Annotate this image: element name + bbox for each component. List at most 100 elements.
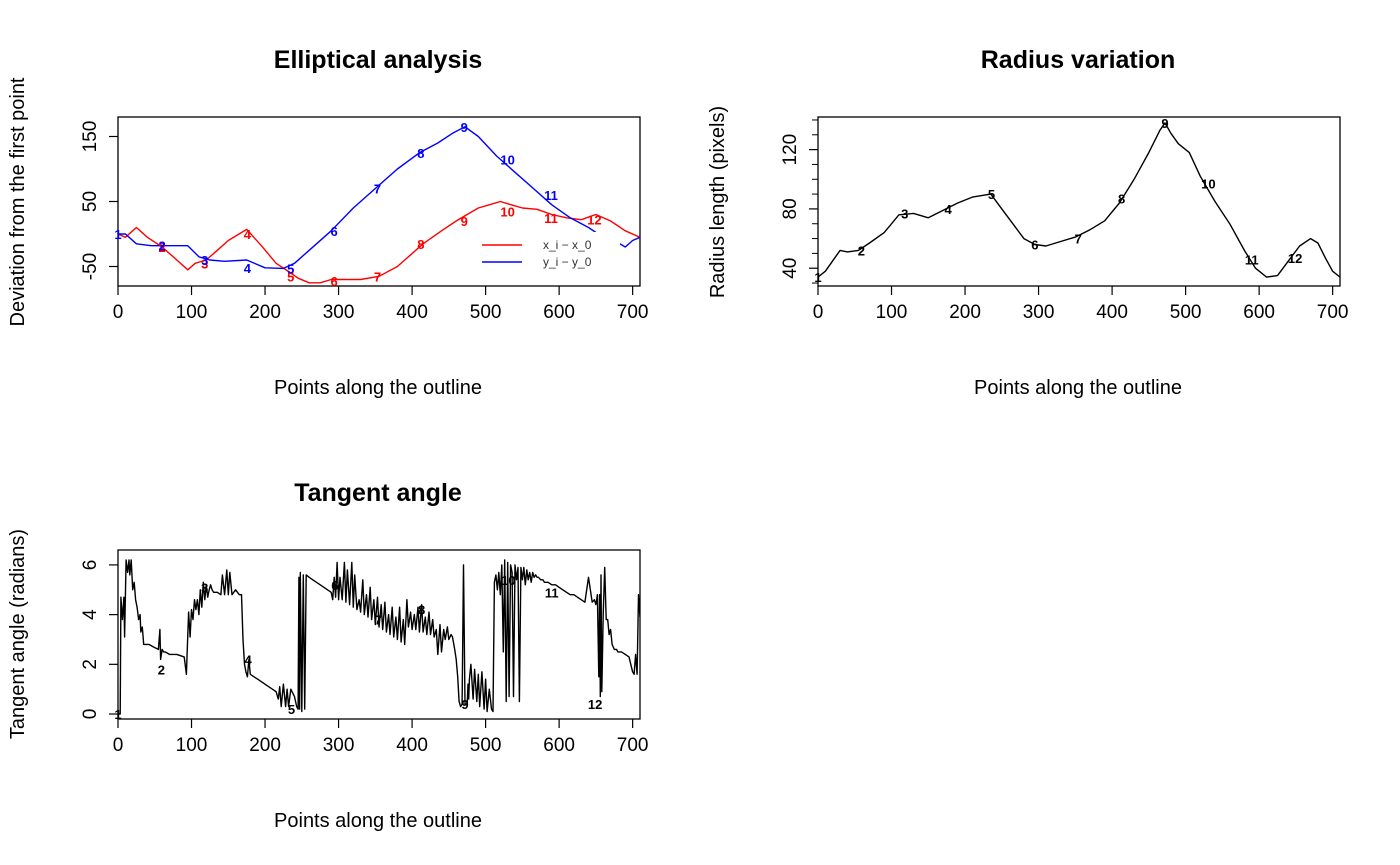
radius-x-tick-label: 600 (1243, 302, 1275, 323)
elliptical-ylabel: Deviation from the first point (7, 77, 29, 326)
radius-title: Radius variation (981, 46, 1176, 74)
elliptical-title: Elliptical analysis (274, 46, 482, 74)
legend-box (470, 232, 620, 272)
tangent-y-tick-label: 6 (80, 560, 101, 571)
elliptical-marker-label: 1 (114, 227, 121, 242)
radius-marker-label: 6 (1031, 237, 1038, 252)
radius-x-tick-label: 300 (1023, 302, 1055, 323)
elliptical-x-tick-label: 400 (396, 302, 428, 323)
elliptical-marker-label: 6 (331, 224, 338, 239)
radius-marker-label: 9 (1161, 116, 1168, 131)
tangent-marker-label: 7 (375, 613, 382, 628)
radius-marker-label: 11 (1245, 252, 1259, 267)
elliptical-marker-label: 8 (417, 146, 424, 161)
legend-y-label: y_i − y_0 (543, 255, 592, 269)
elliptical-series-1-line (118, 126, 640, 270)
tangent-y-tick-label: 4 (80, 609, 101, 620)
radius-y-tick-label: 120 (780, 134, 801, 166)
elliptical-marker-label: 5 (287, 269, 294, 284)
radius-x-tick-label: 500 (1170, 302, 1202, 323)
radius-marker-label: 8 (1118, 192, 1125, 207)
tangent-plot-frame (117, 549, 641, 720)
elliptical-marker-label: 4 (244, 227, 252, 242)
radius-x-tick-label: 200 (949, 302, 981, 323)
legend-entry-x: x_i − x_0 (543, 238, 592, 252)
elliptical-marker-label: 10 (500, 152, 514, 167)
tangent-marker-label: 9 (461, 697, 468, 712)
elliptical-marker-label: 4 (244, 261, 252, 276)
tangent-angle-panel: Tangent angle Points along the outline T… (7, 479, 648, 832)
radius-marker-label: 12 (1288, 251, 1302, 266)
tangent-y-tick-label: 2 (80, 659, 101, 670)
tangent-marker-label: 10 (501, 573, 515, 588)
radius-x-tick-label: 0 (813, 302, 824, 323)
elliptical-marker-label: 12 (587, 213, 601, 228)
tangent-x-tick-label: 700 (617, 735, 649, 756)
elliptical-marker-label: 3 (201, 256, 208, 271)
elliptical-x-tick-label: 200 (249, 302, 281, 323)
radius-y-tick-label: 80 (780, 198, 801, 219)
elliptical-marker-label: 11 (544, 211, 558, 226)
elliptical-marker-label: 11 (544, 188, 558, 203)
elliptical-x-tick-label: 100 (176, 302, 208, 323)
elliptical-x-tick-label: 300 (323, 302, 355, 323)
tangent-marker-label: 11 (545, 585, 559, 600)
tangent-x-tick-label: 500 (470, 735, 502, 756)
radius-marker-label: 10 (1201, 177, 1215, 192)
radius-marker-label: 1 (814, 270, 821, 285)
radius-x-tick-label: 700 (1317, 302, 1349, 323)
tangent-x-tick-label: 300 (323, 735, 355, 756)
elliptical-x-tick-label: 700 (617, 302, 649, 323)
tangent-marker-label: 5 (288, 702, 295, 717)
elliptical-marker-label: 9 (461, 120, 468, 135)
tangent-x-tick-label: 100 (176, 735, 208, 756)
radius-xlabel: Points along the outline (974, 377, 1182, 399)
elliptical-marker-label: 2 (158, 240, 165, 255)
elliptical-x-tick-label: 500 (470, 302, 502, 323)
radius-series-0-line (818, 122, 1340, 278)
radius-ylabel: Radius length (pixels) (707, 106, 729, 298)
elliptical-y-tick-label: 50 (80, 191, 101, 212)
tangent-marker-label: 1 (114, 707, 121, 722)
elliptical-marker-label: 5 (287, 261, 294, 276)
elliptical-marker-label: 2 (158, 239, 165, 254)
radius-marker-label: 7 (1075, 232, 1082, 247)
elliptical-x-tick-label: 600 (543, 302, 575, 323)
elliptical-y-tick-label: 150 (80, 121, 101, 153)
radius-x-tick-label: 100 (876, 302, 908, 323)
tangent-marker-label: 8 (418, 603, 425, 618)
tangent-x-tick-label: 0 (113, 735, 124, 756)
tangent-title: Tangent angle (294, 479, 462, 507)
elliptical-marker-label: 7 (374, 269, 381, 284)
tangent-x-tick-label: 400 (396, 735, 428, 756)
radius-marker-label: 4 (945, 202, 953, 217)
tangent-marker-label: 12 (588, 697, 602, 712)
elliptical-marker-label: 6 (331, 274, 338, 289)
radius-marker-label: 3 (901, 206, 908, 221)
tangent-x-tick-label: 200 (249, 735, 281, 756)
radius-variation-panel: Radius variation Points along the outlin… (707, 46, 1348, 399)
elliptical-x-tick-label: 0 (113, 302, 124, 323)
tangent-marker-label: 4 (245, 652, 253, 667)
elliptical-marker-label: 8 (417, 237, 424, 252)
tangent-marker-label: 6 (331, 578, 338, 593)
legend-entry-y: y_i − y_0 (543, 255, 592, 269)
radius-marker-label: 5 (988, 187, 995, 202)
elliptical-series-0-line (118, 200, 640, 284)
radius-y-tick-label: 40 (780, 258, 801, 279)
legend-x-label: x_i − x_0 (543, 238, 592, 252)
radius-x-tick-label: 400 (1096, 302, 1128, 323)
elliptical-xlabel: Points along the outline (274, 377, 482, 399)
tangent-ylabel: Tangent angle (radians) (7, 529, 29, 739)
elliptical-marker-label: 3 (201, 253, 208, 268)
elliptical-legend: x_i − x_0 y_i − y_0 (470, 232, 620, 272)
radius-marker-label: 2 (858, 243, 865, 258)
tangent-series-0-line (118, 559, 640, 715)
tangent-y-tick-label: 0 (80, 709, 101, 720)
tangent-xlabel: Points along the outline (274, 810, 482, 832)
tangent-x-tick-label: 600 (543, 735, 575, 756)
tangent-marker-label: 3 (201, 580, 208, 595)
elliptical-marker-label: 7 (374, 182, 381, 197)
elliptical-marker-label: 10 (500, 204, 514, 219)
